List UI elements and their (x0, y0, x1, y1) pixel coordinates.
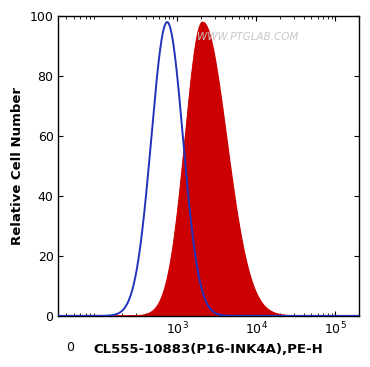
X-axis label: CL555-10883(P16-INK4A),PE-H: CL555-10883(P16-INK4A),PE-H (94, 343, 323, 356)
Text: 0: 0 (66, 341, 74, 354)
Y-axis label: Relative Cell Number: Relative Cell Number (11, 87, 24, 245)
Text: WWW.PTGLAB.COM: WWW.PTGLAB.COM (197, 32, 298, 42)
